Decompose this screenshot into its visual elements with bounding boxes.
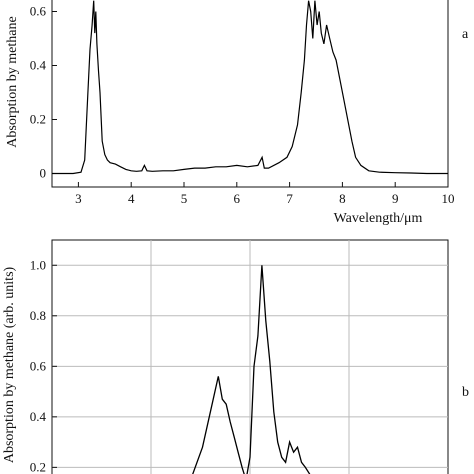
panel-b-y-tick-label: 0.8 — [30, 308, 46, 323]
panel-b-y-ticks: 0.2 0.4 0.6 0.8 1.0 — [30, 257, 57, 474]
panel-a-x-tick-label: 5 — [181, 191, 188, 206]
panel-b-y-axis-label: Absorption by methane (arb. units) — [2, 266, 17, 463]
panel-a-x-tick-label: 10 — [442, 191, 455, 206]
panel-a-x-tick-label: 9 — [392, 191, 399, 206]
panel-a-x-tick-label: 4 — [128, 191, 135, 206]
panel-a: 0 0.2 0.4 0.6 3 4 5 6 7 8 9 10 Wavelength/μm Absor… — [5, 0, 469, 226]
panel-b-y-tick-label: 0.4 — [30, 409, 47, 424]
panel-a-series-line — [52, 0, 448, 175]
panel-b-y-tick-label: 0.6 — [30, 358, 47, 373]
panel-b-label: b — [462, 385, 469, 400]
panel-a-y-tick-label: 0 — [40, 166, 47, 181]
panel-a-y-tick-label: 0.6 — [30, 4, 47, 19]
panel-a-y-ticks: 0 0.2 0.4 0.6 — [30, 4, 57, 181]
panel-a-y-tick-label: 0.2 — [30, 112, 46, 127]
panel-a-y-axis-label: Absorption by methane — [5, 16, 20, 147]
panel-a-label: a — [462, 27, 469, 42]
panel-b-series-line — [192, 265, 311, 474]
panel-b-y-tick-label: 0.2 — [30, 459, 46, 474]
panel-a-x-axis-label: Wavelength/μm — [334, 211, 423, 226]
panel-a-y-tick-label: 0.4 — [30, 58, 47, 73]
panel-a-frame — [51, 0, 449, 188]
panel-a-x-tick-label: 3 — [75, 191, 82, 206]
panel-b-grid — [52, 240, 448, 474]
panel-a-x-tick-label: 7 — [286, 191, 293, 206]
panel-b-y-tick-label: 1.0 — [30, 257, 46, 272]
panel-a-x-tick-label: 8 — [339, 191, 346, 206]
panel-a-x-tick-label: 6 — [234, 191, 241, 206]
panel-b: 0.2 0.4 0.6 0.8 1.0 Absorption by methane (a… — [2, 239, 469, 474]
panel-a-x-ticks: 3 4 5 6 7 8 9 10 — [75, 182, 455, 206]
